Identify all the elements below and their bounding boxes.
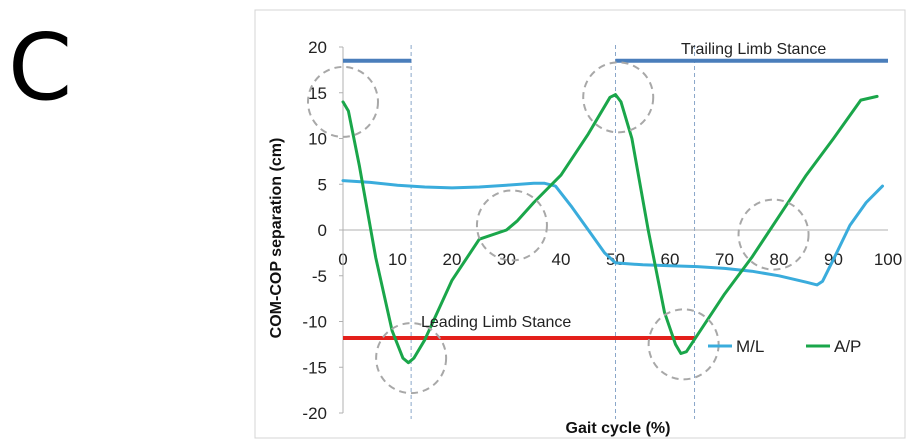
y-tick-label: 10 <box>308 130 327 149</box>
stance-bars <box>343 58 888 340</box>
y-axis-title: COM-COP separation (cm) <box>268 138 285 339</box>
event-circle <box>307 65 379 138</box>
event-circle <box>475 189 548 262</box>
series-line-ap <box>341 93 879 365</box>
series-lines <box>341 93 884 365</box>
event-circle <box>582 61 655 134</box>
x-axis-title: Gait cycle (%) <box>566 420 671 437</box>
y-tick-labels: 20 15 10 5 0 -5 -10 -15 -20 <box>302 38 343 423</box>
vertical-markers <box>410 45 696 419</box>
x-tick-label: 10 <box>388 250 407 269</box>
event-circle <box>647 308 720 381</box>
panel-letter: C <box>8 14 73 121</box>
y-tick-label: -5 <box>312 267 327 286</box>
x-tick-label: 40 <box>552 250 571 269</box>
y-tick-label: 0 <box>318 221 327 240</box>
y-tick-label: -15 <box>302 358 327 377</box>
event-circle <box>375 322 448 395</box>
y-tick-label: 15 <box>308 84 327 103</box>
y-tick-label: -10 <box>302 313 327 332</box>
legend-label: M/L <box>736 337 764 356</box>
legend-label: A/P <box>834 337 861 356</box>
x-tick-label: 20 <box>443 250 462 269</box>
x-tick-label: 70 <box>715 250 734 269</box>
series-line-ml <box>341 179 884 287</box>
y-tick-label: -20 <box>302 404 327 423</box>
x-tick-label: 100 <box>874 250 902 269</box>
legend: M/L A/P <box>708 337 861 356</box>
event-circle <box>737 198 810 271</box>
x-tick-label: 80 <box>770 250 789 269</box>
leading-limb-stance-label: Leading Limb Stance <box>421 314 571 331</box>
x-tick-label: 50 <box>606 250 625 269</box>
y-tick-label: 20 <box>308 38 327 57</box>
event-circles <box>307 61 810 395</box>
y-tick-label: 5 <box>318 175 327 194</box>
plot-frame <box>254 9 906 439</box>
trailing-limb-stance-label: Trailing Limb Stance <box>681 41 826 58</box>
